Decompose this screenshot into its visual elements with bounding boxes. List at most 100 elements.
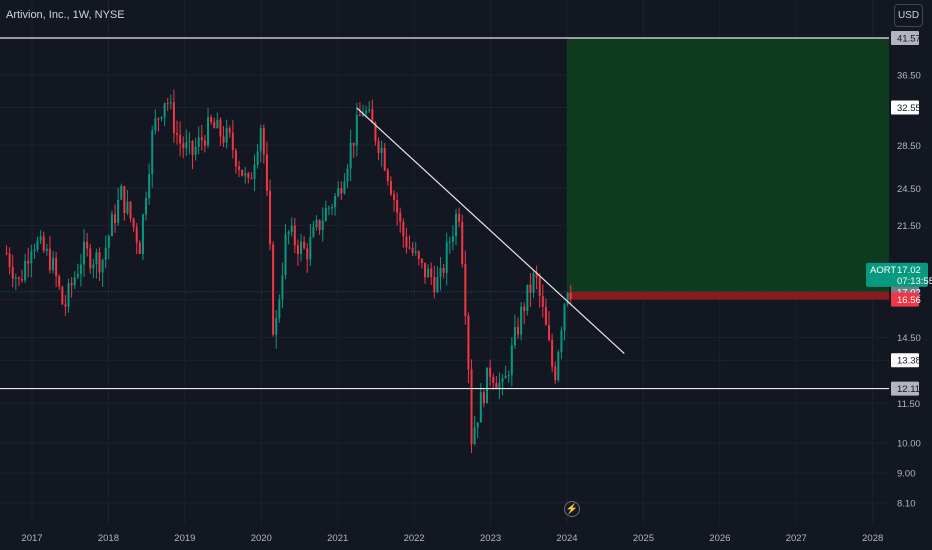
candle-body bbox=[476, 422, 479, 428]
price-tick-label: 11.50 bbox=[897, 399, 920, 410]
candle-body bbox=[132, 218, 135, 228]
support-price-badge: 12.11 bbox=[897, 384, 920, 395]
candle-body bbox=[5, 253, 8, 255]
candle-body bbox=[64, 304, 67, 307]
candle-body bbox=[334, 196, 337, 208]
candle-body bbox=[569, 293, 572, 300]
candle-body bbox=[117, 199, 120, 223]
time-tick-label: 2020 bbox=[251, 533, 272, 544]
candle-body bbox=[374, 122, 377, 141]
candle-body bbox=[200, 137, 203, 141]
candle-body bbox=[507, 375, 510, 377]
candle-body bbox=[455, 213, 458, 237]
candle-body bbox=[185, 142, 188, 149]
candle-body bbox=[389, 180, 392, 195]
time-tick-label: 2025 bbox=[633, 533, 654, 544]
trendline bbox=[356, 107, 625, 354]
symbol-title[interactable]: Artivion, Inc., 1W, NYSE bbox=[6, 9, 125, 21]
candle-body bbox=[402, 221, 405, 237]
candle-body bbox=[318, 220, 321, 230]
candle-body bbox=[247, 173, 250, 178]
candle-body bbox=[442, 268, 445, 273]
target-price-badge-bg bbox=[891, 31, 919, 45]
candle-body bbox=[548, 324, 551, 340]
candle-body bbox=[461, 221, 464, 265]
time-tick-label: 2022 bbox=[404, 533, 425, 544]
candle-body bbox=[256, 151, 259, 165]
candle-body bbox=[176, 133, 179, 135]
candle-body bbox=[21, 279, 24, 281]
candle-body bbox=[544, 306, 547, 325]
marker-price-badge-bg bbox=[891, 353, 919, 368]
candle-body bbox=[76, 274, 79, 278]
candle-body bbox=[244, 173, 247, 176]
candle-body bbox=[349, 142, 352, 169]
current-price-label-bg bbox=[866, 262, 928, 287]
candle-body bbox=[213, 122, 216, 129]
candle-body bbox=[104, 247, 107, 260]
candle-body bbox=[445, 242, 448, 273]
price-tick-label: 24.50 bbox=[897, 184, 921, 195]
candle-body bbox=[275, 318, 278, 335]
candle-body bbox=[157, 118, 160, 120]
candle-body bbox=[86, 241, 89, 249]
target-price-badge: 41.57 bbox=[897, 34, 921, 45]
candle-body bbox=[79, 264, 82, 275]
candle-body bbox=[172, 102, 175, 134]
candle-body bbox=[312, 227, 315, 237]
time-tick-label: 2027 bbox=[786, 533, 807, 544]
price-tick-label: 28.50 bbox=[897, 141, 921, 152]
candle-body bbox=[458, 213, 461, 222]
candle-body bbox=[210, 117, 213, 123]
candle-body bbox=[154, 118, 157, 131]
candle-body bbox=[129, 201, 132, 219]
candle-body bbox=[39, 236, 42, 241]
candle-body bbox=[160, 117, 163, 119]
candle-body bbox=[551, 339, 554, 367]
candle-body bbox=[269, 190, 272, 245]
candle-body bbox=[284, 234, 287, 276]
candle-body bbox=[296, 245, 299, 255]
lightning-bolt-icon[interactable]: ⚡ bbox=[564, 501, 580, 517]
price-tick-label: 21.50 bbox=[897, 221, 921, 232]
candle-body bbox=[141, 214, 144, 255]
candle-body bbox=[538, 277, 541, 296]
candle-body bbox=[92, 264, 95, 269]
candle-body bbox=[45, 248, 48, 251]
target2-price-badge: 32.55 bbox=[897, 103, 921, 114]
candle-body bbox=[222, 136, 225, 143]
candle-body bbox=[486, 367, 489, 404]
candle-body bbox=[560, 330, 563, 353]
candle-body bbox=[83, 241, 86, 265]
candle-body bbox=[433, 276, 436, 293]
price-axis[interactable]: 36.50 28.50 24.50 21.50 14.50 11.50 10.00 9.00 8… bbox=[866, 0, 932, 550]
candle-body bbox=[272, 244, 275, 335]
stop-loss-zone bbox=[567, 291, 889, 300]
candle-body bbox=[489, 367, 492, 377]
candle-body bbox=[331, 207, 334, 209]
candle-body bbox=[408, 247, 411, 249]
candlestick-series bbox=[5, 89, 572, 454]
candle-body bbox=[55, 257, 58, 277]
candle-body bbox=[417, 251, 420, 259]
candle-body bbox=[529, 284, 532, 293]
stop-price-badge: 16.56 bbox=[897, 295, 921, 306]
candle-body bbox=[380, 147, 383, 154]
drawing-lines bbox=[0, 37, 889, 390]
time-tick-label: 2024 bbox=[556, 533, 577, 544]
candle-body bbox=[420, 258, 423, 263]
time-axis[interactable]: 2017 2018 2019 2020 2021 2022 2023 2024 2025 2026… bbox=[0, 525, 932, 550]
candle-body bbox=[191, 140, 194, 155]
candle-body bbox=[123, 185, 126, 213]
candle-body bbox=[324, 208, 327, 221]
candle-body bbox=[300, 241, 303, 255]
candle-body bbox=[368, 109, 371, 111]
candle-body bbox=[510, 345, 513, 376]
candle-body bbox=[517, 326, 520, 335]
currency-button[interactable]: USD bbox=[894, 4, 923, 27]
candle-body bbox=[557, 352, 560, 381]
candle-body bbox=[241, 169, 244, 176]
candle-body bbox=[182, 143, 185, 149]
candle-body bbox=[315, 220, 318, 228]
